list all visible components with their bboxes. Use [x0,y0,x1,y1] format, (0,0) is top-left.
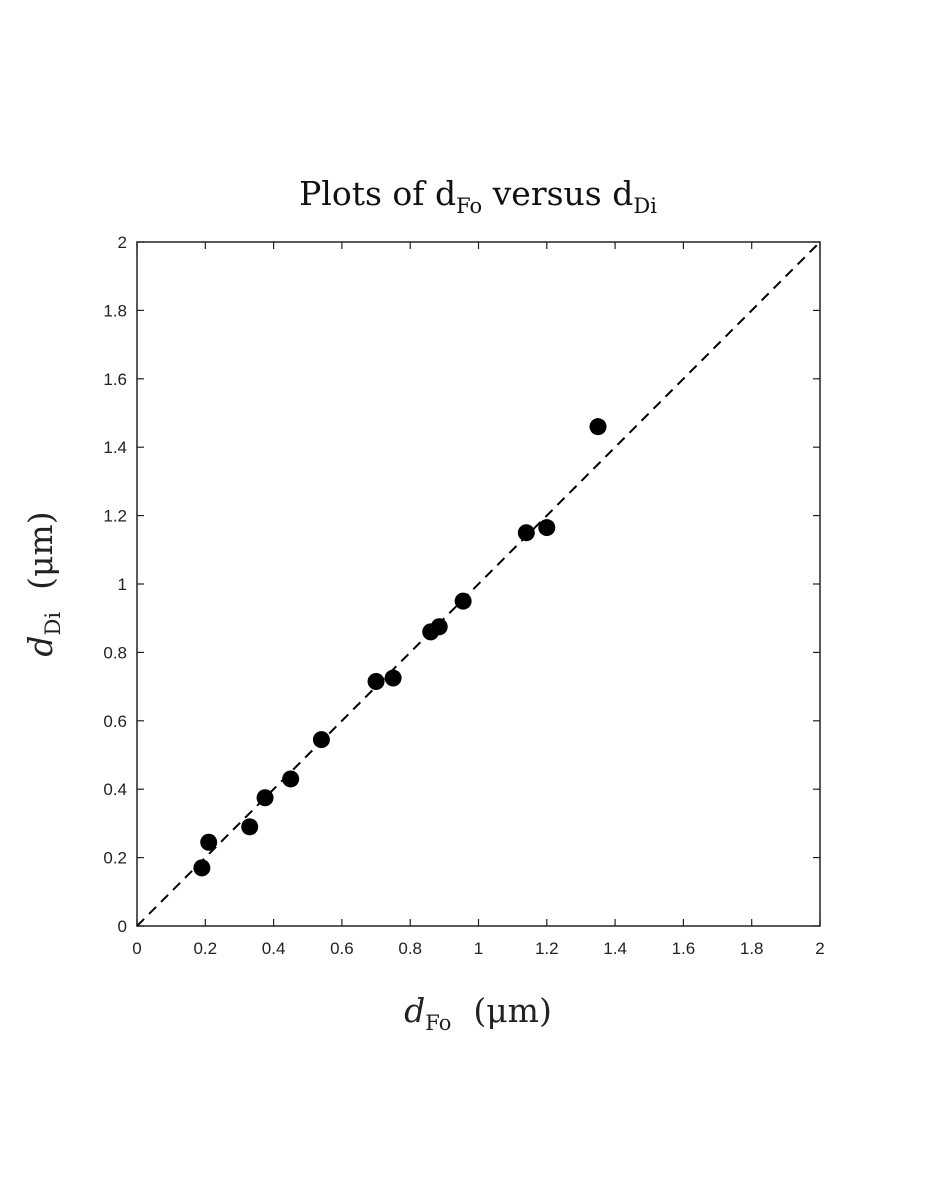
x-tick-label: 0.4 [262,939,286,958]
x-axis-label: dFo (μm) [404,991,552,1035]
data-point [430,618,448,636]
x-tick-label: 0 [132,939,141,958]
x-tick-label: 1.8 [740,939,764,958]
y-tick-label: 0.6 [103,712,127,731]
data-points [193,418,607,877]
data-point [200,833,218,851]
data-point [312,731,330,749]
data-point [589,418,607,436]
y-tick-label: 1.4 [103,438,127,457]
data-point [282,770,300,788]
y-tick-label: 1 [118,575,127,594]
data-point [367,672,385,690]
data-point [517,524,535,542]
x-tick-label: 1.6 [672,939,696,958]
x-tick-label: 0.8 [398,939,422,958]
x-tick-label: 1 [474,939,483,958]
x-tick-label: 1.4 [603,939,627,958]
y-tick-label: 1.2 [103,507,127,526]
data-point [241,818,259,836]
y-tick-label: 1.8 [103,301,127,320]
y-tick-label: 0.4 [103,780,127,799]
chart-title: Plots of dFo versus dDi [299,174,657,218]
y-axis-ticks: 0 0.2 0.4 0.6 0.8 1 1.2 1.4 1.6 1.8 2 [103,233,820,936]
x-tick-label: 0.6 [330,939,354,958]
data-point [256,789,274,807]
data-point [384,669,402,687]
y-tick-label: 2 [118,233,127,252]
x-axis-ticks: 0 0.2 0.4 0.6 0.8 1 1.2 1.4 1.6 1.8 2 [132,242,825,958]
data-point [454,592,472,610]
x-tick-label: 1.2 [535,939,559,958]
y-axis-label: dDi(μm) [21,511,65,656]
y-tick-label: 0.2 [103,849,127,868]
data-point [193,859,211,877]
y-tick-label: 1.6 [103,370,127,389]
reference-line-y-equals-x [136,241,821,927]
y-tick-label: 0.8 [103,643,127,662]
x-tick-label: 0.2 [193,939,217,958]
data-point [538,519,556,537]
x-tick-label: 2 [815,939,824,958]
y-tick-label: 0 [118,917,127,936]
